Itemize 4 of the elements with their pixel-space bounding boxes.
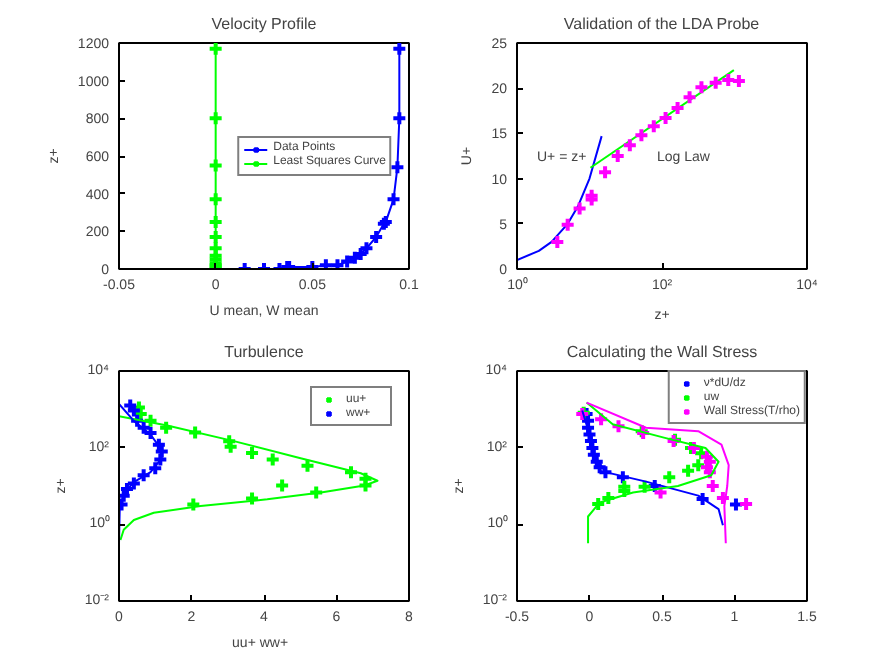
chart-title: Validation of the LDA Probe [563, 15, 761, 33]
chart-title: Calculating the Wall Stress [566, 343, 758, 361]
chart-title: Turbulence [224, 343, 305, 361]
chart-title: Velocity Profile [211, 15, 318, 33]
